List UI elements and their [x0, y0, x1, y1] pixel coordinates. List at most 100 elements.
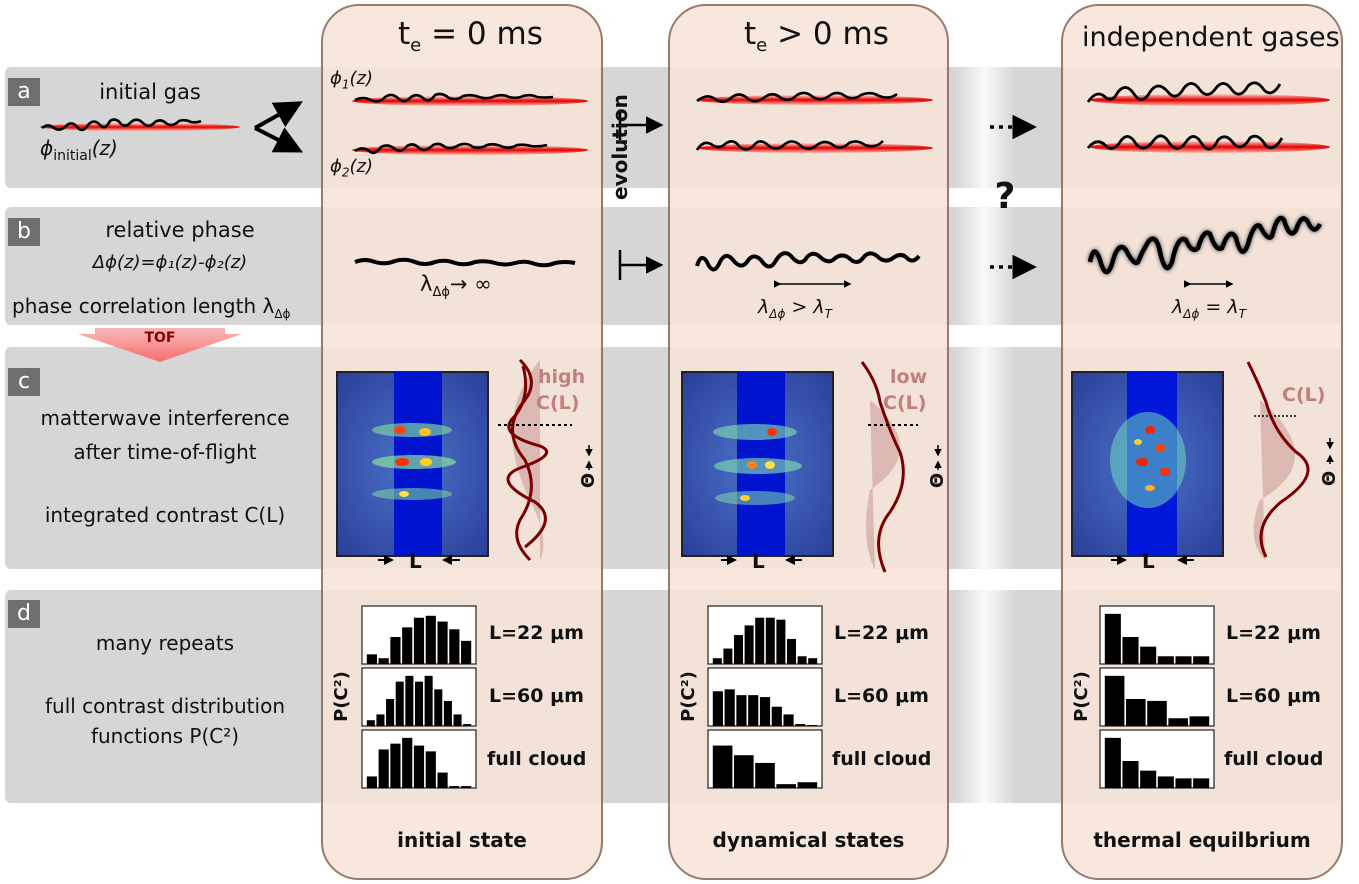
histogram-bar [376, 714, 385, 726]
histogram-bar [712, 745, 733, 788]
histogram-bar [1175, 778, 1192, 788]
col3-lambda-label: λΔϕ = λT [1172, 296, 1246, 321]
histogram-bar [463, 724, 472, 726]
phi-initial-label: ϕinitial(z) [40, 136, 118, 164]
col3-gas-lines [1086, 81, 1330, 153]
full-contrast-label: full contrast distribution [44, 694, 285, 718]
col2-hist-label-3: full cloud [832, 748, 932, 770]
footer-dynamical-states: dynamical states [712, 828, 905, 852]
histogram-bar [723, 648, 733, 664]
initial-gas-label: initial gas [99, 80, 201, 104]
col2-L: L [752, 549, 765, 573]
col3-profile-curve [1246, 361, 1310, 560]
histogram-bar [1104, 737, 1121, 788]
col2-profile-curve [860, 361, 918, 573]
histogram-bar [390, 743, 401, 788]
histogram-bar [366, 654, 377, 664]
col2-lambda-label: λΔϕ > λT [758, 296, 832, 321]
histogram-bar [771, 706, 782, 726]
histogram-bar [1104, 613, 1121, 664]
title-col3: independent gases [1082, 22, 1340, 53]
histogram-bar [797, 782, 818, 788]
row-label-c: c [8, 368, 40, 396]
histogram-bar [413, 745, 425, 788]
col3-contrast-CL: C(L) [1282, 384, 1326, 406]
histogram-bar [1104, 675, 1125, 726]
histogram-bar [1168, 718, 1188, 726]
histogram-bar [405, 675, 414, 726]
col2-theta: Θ [927, 472, 949, 489]
delta-phi-equation: Δϕ(z)=ϕ₁(z)-ϕ₂(z) [92, 252, 248, 273]
histogram-bar [425, 615, 436, 664]
histogram-bar [1140, 646, 1157, 664]
col1-theta: Θ [578, 472, 600, 489]
histogram-bar [449, 629, 460, 664]
histogram-bar [724, 689, 735, 726]
histogram-bar [437, 772, 448, 788]
col2-contrast-low: low [890, 366, 928, 388]
phi2-label: ϕ2(z) [330, 156, 374, 180]
evolution-arrows [618, 110, 664, 280]
histogram-bar [1122, 637, 1139, 664]
histogram-bar [378, 658, 389, 664]
histogram-bar [787, 638, 796, 664]
histogram-bar [748, 695, 759, 726]
histogram-bar [402, 737, 413, 788]
col1-hist-label-2: L=60 μm [489, 685, 584, 707]
histogram-bar [776, 619, 786, 664]
histogram-bar [797, 656, 807, 664]
histogram-bar [366, 776, 377, 788]
histogram-bar [390, 637, 401, 664]
histogram-bar [1122, 761, 1139, 788]
histogram-bar [808, 658, 818, 664]
col2-ylabel: P(C²) [677, 671, 699, 722]
histogram-bar [366, 720, 375, 726]
histograms [361, 605, 1215, 789]
histogram-bar [1193, 656, 1210, 664]
histogram-bar [1157, 776, 1174, 788]
histogram-bar [402, 627, 413, 664]
histogram-bar [744, 625, 754, 664]
col1-gas-lines [352, 92, 588, 155]
ellipsis-arrows [990, 114, 1037, 280]
histogram-bar [736, 695, 747, 726]
histogram-bar [783, 714, 794, 726]
matterwave-label: matterwave interference [40, 406, 290, 430]
histogram-bar [734, 635, 743, 664]
histogram-bar [461, 786, 472, 788]
histogram-bar [1189, 716, 1210, 726]
col1-contrast-CL: C(L) [536, 392, 580, 414]
col1-lambda-label: λΔϕ→ ∞ [420, 272, 492, 301]
histogram-bar [807, 725, 818, 726]
functions-label: functions P(C²) [90, 724, 240, 748]
histogram-bar [425, 751, 436, 788]
col1-ylabel: P(C²) [330, 671, 352, 722]
histogram-bar [776, 784, 796, 788]
tof-label: TOF [144, 330, 176, 346]
col1-L: L [409, 549, 422, 573]
col1-phase-curve [354, 257, 576, 268]
col1-hist-label-1: L=22 μm [489, 622, 584, 644]
row-label-b: b [8, 218, 40, 246]
histogram-bar [378, 749, 389, 788]
relative-phase-label: relative phase [105, 218, 255, 242]
col1-profile-curve [498, 358, 572, 562]
col2-hist-label-2: L=60 μm [834, 685, 929, 707]
theta-arrows [585, 438, 1334, 470]
col1-contrast-high: high [538, 366, 586, 388]
histogram-bar [413, 617, 425, 664]
col3-hist-label-3: full cloud [1224, 748, 1324, 770]
histogram-bar [1140, 770, 1157, 788]
histogram-bar [461, 640, 472, 664]
integrated-contrast-label: integrated contrast C(L) [44, 503, 286, 527]
col1-interference-image [336, 371, 489, 557]
title-col2: te > 0 ms [744, 16, 889, 57]
histogram-bar [386, 699, 395, 726]
footer-initial-state: initial state [397, 828, 527, 852]
histogram-bar [434, 689, 443, 726]
phi1-label: ϕ1(z) [330, 68, 374, 92]
col3-L: L [1142, 549, 1155, 573]
histogram-bar [712, 658, 722, 664]
histogram-bar [1157, 656, 1174, 664]
histogram-bar [414, 681, 424, 726]
